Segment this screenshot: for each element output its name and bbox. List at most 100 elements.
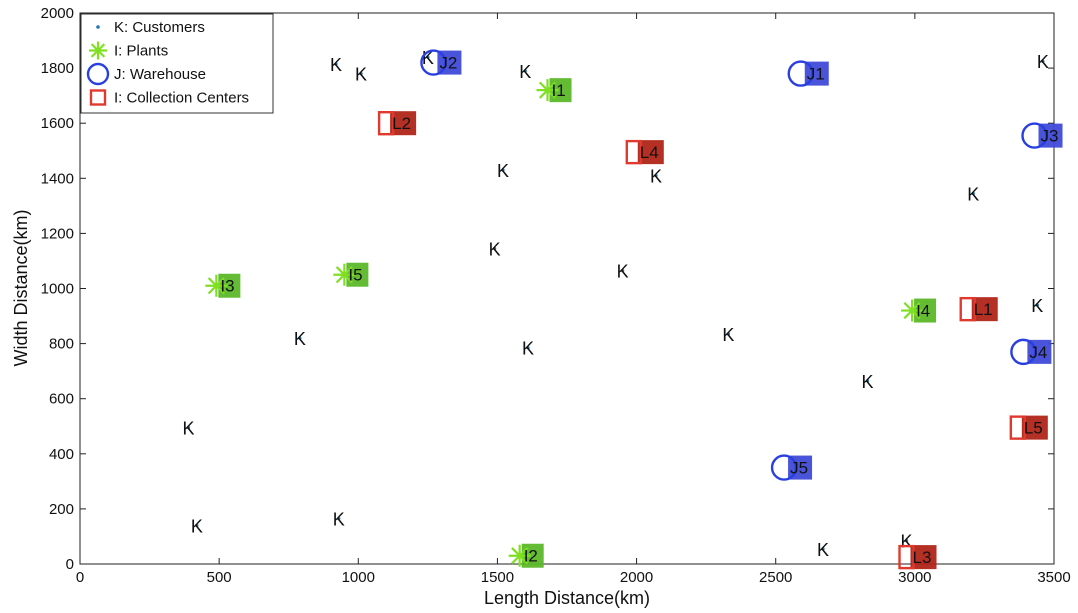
- collection-center-label: L3: [913, 548, 932, 567]
- plant-label: I3: [220, 277, 234, 296]
- customer-label: K: [522, 339, 534, 359]
- y-tick-label: 1800: [41, 60, 74, 77]
- collection-center-label-box: [390, 111, 417, 136]
- x-tick-label: 1500: [481, 569, 514, 586]
- warehouse-point: J2: [420, 49, 462, 76]
- plant-point: I5: [333, 262, 369, 287]
- customer-point: [526, 346, 530, 350]
- warehouse-marker: [770, 454, 798, 481]
- legend-circle-marker: [86, 62, 110, 86]
- plant-marker-stroke: [207, 277, 225, 295]
- customer-label: K: [355, 65, 367, 85]
- collection-center-marker: [959, 296, 976, 322]
- customer-label: K: [333, 510, 345, 530]
- collection-center-label: L4: [640, 143, 659, 162]
- warehouse-label: J5: [790, 459, 808, 478]
- plant-marker-stroke: [335, 266, 353, 284]
- collection-center-marker: [898, 544, 915, 570]
- customer-point: [971, 191, 975, 196]
- customer-point: [298, 336, 302, 340]
- customer-point: [337, 516, 341, 521]
- y-tick-label: 600: [49, 391, 74, 408]
- y-tick-label: 1200: [41, 225, 74, 242]
- customer-label: K: [1031, 296, 1043, 316]
- plant-marker-stroke: [511, 547, 529, 565]
- plant-point: I4: [901, 298, 937, 323]
- y-axis-label: Width Distance(km): [11, 209, 31, 366]
- customer-point: [904, 538, 909, 543]
- collection-center-point: L2: [377, 110, 417, 136]
- customer-label: K: [497, 161, 509, 181]
- plant-marker-stroke: [538, 81, 557, 99]
- warehouse-point: J1: [787, 60, 829, 87]
- x-tick-label: 3500: [1037, 569, 1070, 586]
- warehouse-label: J1: [807, 65, 825, 84]
- warehouse-point: J4: [1010, 338, 1052, 366]
- customer-point: [654, 173, 658, 178]
- collection-center-marker: [625, 139, 642, 165]
- warehouse-marker: [420, 49, 447, 76]
- y-tick-label: 1600: [41, 115, 74, 132]
- plant-marker-stroke: [903, 301, 921, 320]
- customer-point: [865, 379, 870, 383]
- y-tick-label: 2000: [41, 5, 74, 22]
- plant-label: I2: [524, 547, 538, 566]
- customer-point: [821, 547, 825, 551]
- customer-label: K: [650, 167, 662, 187]
- warehouse-label: J3: [1041, 127, 1059, 146]
- customer-label: K: [1037, 52, 1049, 72]
- customer-point: [1041, 59, 1045, 63]
- warehouse-point: J5: [770, 454, 813, 481]
- plant-label: I1: [552, 81, 566, 100]
- x-tick-label: 1000: [342, 569, 375, 586]
- plant-point: I3: [205, 273, 241, 298]
- customer-point: [359, 72, 363, 76]
- collection-center-label-box: [971, 297, 998, 322]
- legend-label: I: Plants: [114, 43, 168, 60]
- customer-point: [186, 426, 191, 430]
- y-tick-label: 1000: [41, 281, 74, 298]
- plant-point: I1: [536, 78, 572, 103]
- y-tick-label: 200: [49, 501, 74, 518]
- customer-label: K: [722, 325, 734, 345]
- plant-label: I4: [916, 302, 930, 321]
- legend: K: Customers I: Plants J: Warehouse I: Coll…: [80, 13, 274, 114]
- legend-label: K: Customers: [114, 19, 205, 36]
- collection-center-label: L5: [1024, 419, 1043, 438]
- customer-point: [501, 168, 505, 172]
- x-tick-label: 2500: [759, 569, 792, 586]
- warehouse-label: J2: [439, 54, 457, 73]
- customer-label: K: [519, 62, 531, 82]
- legend-dot-marker: [96, 25, 100, 29]
- legend-label: J: Warehouse: [114, 66, 206, 83]
- customer-point: [426, 55, 430, 59]
- collection-center-point: L1: [959, 296, 998, 322]
- plant-label: I5: [348, 266, 362, 285]
- customer-label: K: [817, 540, 829, 560]
- collection-center-label-box: [637, 140, 664, 165]
- y-tick-label: 1400: [41, 170, 74, 187]
- plant-marker-stroke: [90, 43, 106, 58]
- warehouse-label: J4: [1029, 343, 1047, 362]
- collection-center-point: L5: [1009, 415, 1048, 440]
- y-tick-label: 0: [66, 556, 74, 573]
- warehouse-marker: [1010, 338, 1037, 366]
- collection-center-label: L1: [974, 300, 993, 319]
- customer-point: [493, 246, 497, 251]
- customer-point: [726, 332, 731, 336]
- legend-box: [80, 13, 274, 114]
- x-tick-label: 2000: [620, 569, 653, 586]
- customer-label: K: [191, 516, 203, 536]
- y-tick-label: 400: [49, 446, 74, 463]
- collection-center-marker: [1009, 415, 1027, 440]
- legend-label: I: Collection Centers: [114, 90, 249, 107]
- y-tick-label: 800: [49, 336, 74, 353]
- customer-label: K: [862, 372, 874, 392]
- collection-center-marker: [377, 110, 395, 136]
- customer-point: [523, 69, 527, 73]
- collection-center-label-box: [1021, 415, 1048, 440]
- x-axis-label: Length Distance(km): [484, 588, 650, 608]
- customer-label: K: [294, 329, 306, 349]
- collection-center-point: L3: [898, 544, 937, 570]
